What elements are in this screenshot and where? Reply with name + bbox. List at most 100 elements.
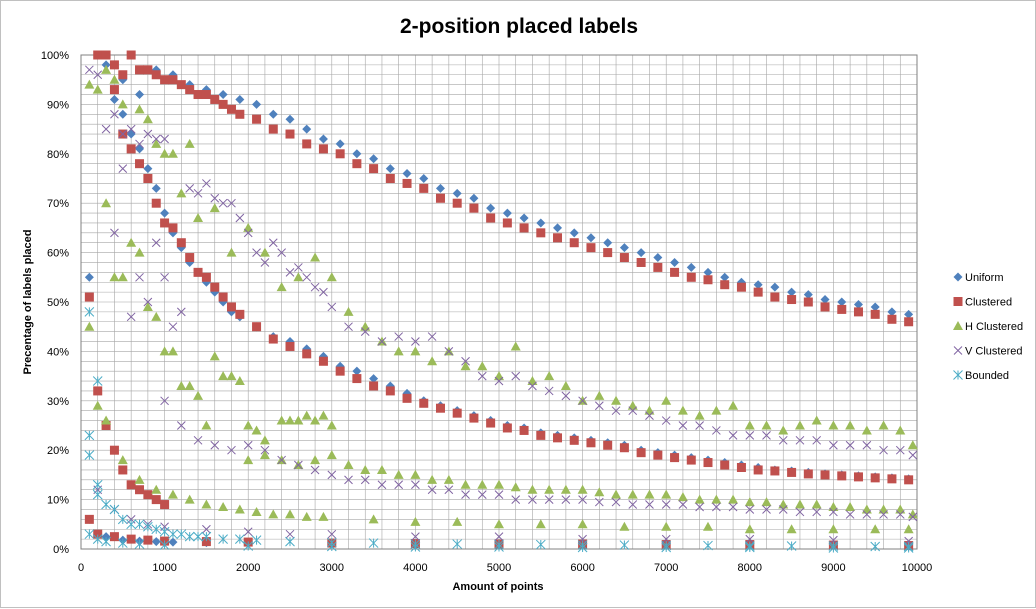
data-point-clustered	[126, 144, 136, 154]
data-point-clustered	[569, 435, 579, 445]
data-point-v-clustered	[135, 139, 144, 149]
data-point-clustered	[519, 425, 529, 435]
data-point-h-clustered	[828, 524, 839, 534]
data-point-uniform	[803, 290, 813, 300]
data-point-bounded	[84, 450, 95, 460]
data-point-h-clustered	[167, 489, 178, 499]
legend-marker-uniform	[953, 272, 963, 282]
data-point-bounded	[535, 539, 546, 550]
data-point-uniform	[369, 374, 379, 384]
data-point-h-clustered	[218, 502, 229, 512]
data-point-uniform	[469, 193, 479, 203]
data-point-bounded	[828, 543, 839, 553]
x-tick-label: 5000	[487, 562, 511, 574]
data-point-h-clustered	[527, 484, 538, 494]
y-tick-label: 20%	[47, 445, 69, 457]
data-point-bounded	[101, 536, 111, 547]
data-point-h-clustered	[677, 492, 688, 502]
data-point-h-clustered	[560, 380, 571, 390]
data-point-uniform	[352, 149, 362, 159]
data-point-clustered	[118, 465, 128, 475]
data-point-h-clustered	[234, 376, 245, 386]
data-point-clustered	[770, 466, 780, 476]
data-point-h-clustered	[276, 415, 287, 425]
data-point-v-clustered	[628, 500, 638, 509]
data-point-uniform	[837, 297, 847, 307]
data-point-h-clustered	[427, 474, 438, 484]
data-point-uniform	[787, 287, 797, 297]
data-point-h-clustered	[226, 371, 237, 381]
data-point-v-clustered	[879, 445, 888, 455]
data-point-h-clustered	[410, 346, 421, 356]
series-h-clustered	[84, 64, 918, 534]
data-point-h-clustered	[510, 341, 521, 351]
data-point-h-clustered	[301, 511, 312, 521]
data-point-v-clustered	[895, 510, 905, 519]
data-point-h-clustered	[167, 346, 178, 356]
data-point-h-clustered	[84, 79, 95, 89]
data-point-clustered	[837, 471, 847, 481]
data-point-uniform	[168, 537, 178, 547]
data-point-bounded	[151, 524, 162, 535]
data-point-clustered	[502, 218, 512, 228]
data-point-bounded	[84, 430, 95, 441]
data-point-v-clustered	[678, 421, 688, 430]
data-point-v-clustered	[528, 381, 537, 391]
data-point-h-clustered	[376, 464, 387, 474]
data-point-bounded	[243, 541, 254, 551]
data-point-v-clustered	[143, 129, 153, 139]
data-point-h-clustered	[393, 346, 404, 356]
series-v-clustered	[85, 65, 918, 546]
data-point-h-clustered	[728, 494, 739, 504]
data-point-v-clustered	[344, 322, 353, 332]
data-point-uniform	[603, 238, 613, 248]
data-point-v-clustered	[394, 332, 404, 341]
data-point-bounded	[703, 540, 713, 551]
data-point-clustered	[369, 164, 379, 174]
legend-label-h-clustered: H Clustered	[965, 321, 1023, 333]
y-tick-label: 80%	[47, 149, 69, 161]
data-point-clustered	[736, 462, 746, 472]
data-point-h-clustered	[786, 524, 797, 534]
data-point-h-clustered	[527, 376, 538, 386]
data-point-bounded	[251, 535, 262, 545]
data-point-clustered	[753, 465, 763, 475]
data-point-v-clustered	[327, 470, 337, 480]
data-point-v-clustered	[202, 179, 211, 188]
data-point-h-clustered	[134, 104, 145, 114]
data-point-v-clustered	[360, 475, 370, 485]
data-point-clustered	[109, 85, 119, 95]
data-point-v-clustered	[879, 510, 888, 519]
data-point-bounded	[619, 540, 630, 550]
data-point-v-clustered	[578, 495, 587, 504]
data-point-h-clustered	[694, 494, 705, 504]
data-point-v-clustered	[135, 272, 144, 282]
data-point-v-clustered	[745, 505, 755, 514]
data-point-v-clustered	[427, 332, 437, 341]
data-point-h-clustered	[761, 497, 772, 507]
data-point-uniform	[519, 213, 529, 223]
data-point-h-clustered	[251, 425, 262, 435]
data-point-v-clustered	[695, 421, 704, 430]
data-point-clustered	[218, 99, 228, 109]
data-point-v-clustered	[160, 134, 169, 144]
data-point-h-clustered	[661, 395, 672, 405]
data-point-v-clustered	[444, 347, 454, 356]
data-point-h-clustered	[101, 64, 112, 74]
data-point-h-clustered	[861, 504, 872, 514]
data-point-h-clustered	[443, 474, 454, 484]
data-point-clustered	[352, 374, 362, 384]
data-point-v-clustered	[908, 450, 918, 460]
data-point-h-clustered	[728, 400, 739, 410]
data-point-v-clustered	[110, 228, 119, 238]
data-point-uniform	[419, 174, 429, 183]
data-point-clustered	[870, 309, 880, 319]
data-point-v-clustered	[310, 282, 320, 292]
data-point-clustered	[686, 272, 696, 282]
data-point-h-clustered	[544, 484, 555, 494]
data-point-uniform	[553, 223, 563, 233]
x-tick-label: 7000	[654, 562, 678, 574]
data-point-h-clustered	[794, 420, 805, 430]
data-point-h-clustered	[544, 371, 555, 381]
data-point-uniform	[887, 307, 897, 317]
